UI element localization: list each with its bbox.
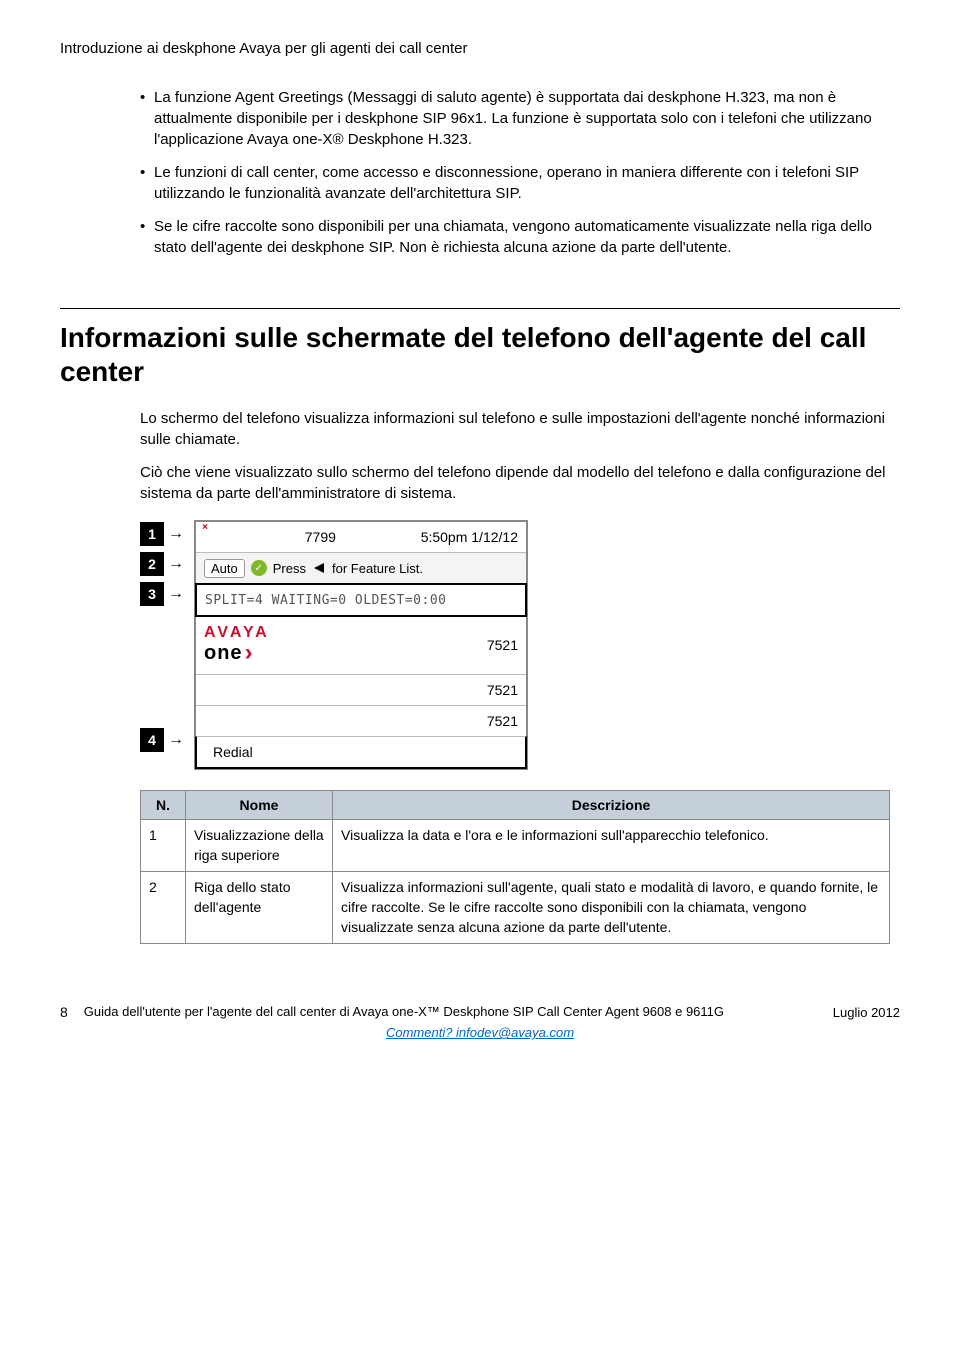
phone-status-line: Auto ✓ Press for Feature List. <box>196 553 526 584</box>
section-para: Lo schermo del telefono visualizza infor… <box>140 408 890 450</box>
page-footer: 8 Guida dell'utente per l'agente del cal… <box>60 1004 900 1020</box>
bullet-item: Le funzioni di call center, come accesso… <box>140 162 890 204</box>
auto-mode-badge: Auto <box>204 559 245 578</box>
phone-line-row: 7521 <box>196 675 526 706</box>
phone-redial-row: Redial <box>195 736 527 769</box>
guide-title: Guida dell'utente per l'agente del call … <box>84 1004 724 1019</box>
arrow-right-icon: → <box>168 585 184 603</box>
bullet-item: Se le cifre raccolte sono disponibili pe… <box>140 216 890 258</box>
callout-number: 2 <box>140 552 164 576</box>
table-cell-desc: Visualizza la data e l'ora e le informaz… <box>333 820 890 872</box>
table-row: 2 Riga dello stato dell'agente Visualizz… <box>141 872 890 944</box>
line-extension: 7521 <box>487 637 518 653</box>
status-available-icon: ✓ <box>251 560 267 576</box>
callout-number: 3 <box>140 582 164 606</box>
onex-brand-text: one› <box>204 641 270 665</box>
onex-arrow-icon: › <box>245 641 254 665</box>
phone-display: 7799 5:50pm 1/12/12 Auto ✓ Press for Fea… <box>194 520 528 770</box>
table-header-num: N. <box>141 791 186 820</box>
section-heading: Informazioni sulle schermate del telefon… <box>60 308 900 388</box>
table-row: 1 Visualizzazione della riga superiore V… <box>141 820 890 872</box>
chapter-title: Introduzione ai deskphone Avaya per gli … <box>60 40 900 57</box>
avaya-logo: AVAYA one› <box>204 625 270 665</box>
comments-link[interactable]: Commenti? infodev@avaya.com <box>386 1025 574 1040</box>
extension-number: 7799 <box>305 529 336 545</box>
phone-topbar: 7799 5:50pm 1/12/12 <box>196 522 526 553</box>
phone-logo-row: AVAYA one› 7521 <box>196 616 526 675</box>
datetime-label: 5:50pm 1/12/12 <box>421 529 518 545</box>
callout-column: 1 → 2 → 3 → 4 → <box>140 520 186 754</box>
bullet-list: La funzione Agent Greetings (Messaggi di… <box>140 87 890 258</box>
table-cell-num: 1 <box>141 820 186 872</box>
onex-label: one <box>204 643 243 663</box>
table-cell-name: Visualizzazione della riga superiore <box>186 820 333 872</box>
phone-line-row: 7521 <box>196 706 526 737</box>
table-cell-num: 2 <box>141 872 186 944</box>
table-header-desc: Descrizione <box>333 791 890 820</box>
phone-screenshot-figure: 1 → 2 → 3 → 4 → 7799 5:50pm 1/12/12 <box>140 520 900 770</box>
phone-split-line: SPLIT=4 WAITING=0 OLDEST=0:00 <box>195 583 527 617</box>
table-cell-name: Riga dello stato dell'agente <box>186 872 333 944</box>
arrow-right-icon: → <box>168 555 184 573</box>
bullet-item: La funzione Agent Greetings (Messaggi di… <box>140 87 890 150</box>
callout-number: 4 <box>140 728 164 752</box>
press-label: Press <box>273 561 306 576</box>
section-para: Ciò che viene visualizzato sullo schermo… <box>140 462 890 504</box>
footer-date: Luglio 2012 <box>833 1005 900 1020</box>
callout-number: 1 <box>140 522 164 546</box>
left-arrow-icon <box>314 563 324 573</box>
press-label: for Feature List. <box>332 561 423 576</box>
page-number: 8 <box>60 1004 68 1020</box>
callout-table: N. Nome Descrizione 1 Visualizzazione de… <box>140 790 890 944</box>
agent-logout-icon <box>204 529 220 545</box>
table-header-name: Nome <box>186 791 333 820</box>
arrow-right-icon: → <box>168 525 184 543</box>
arrow-right-icon: → <box>168 731 184 749</box>
line-extension: 7521 <box>487 682 518 698</box>
line-extension: 7521 <box>487 713 518 729</box>
table-cell-desc: Visualizza informazioni sull'agente, qua… <box>333 872 890 944</box>
avaya-brand-text: AVAYA <box>204 625 270 641</box>
